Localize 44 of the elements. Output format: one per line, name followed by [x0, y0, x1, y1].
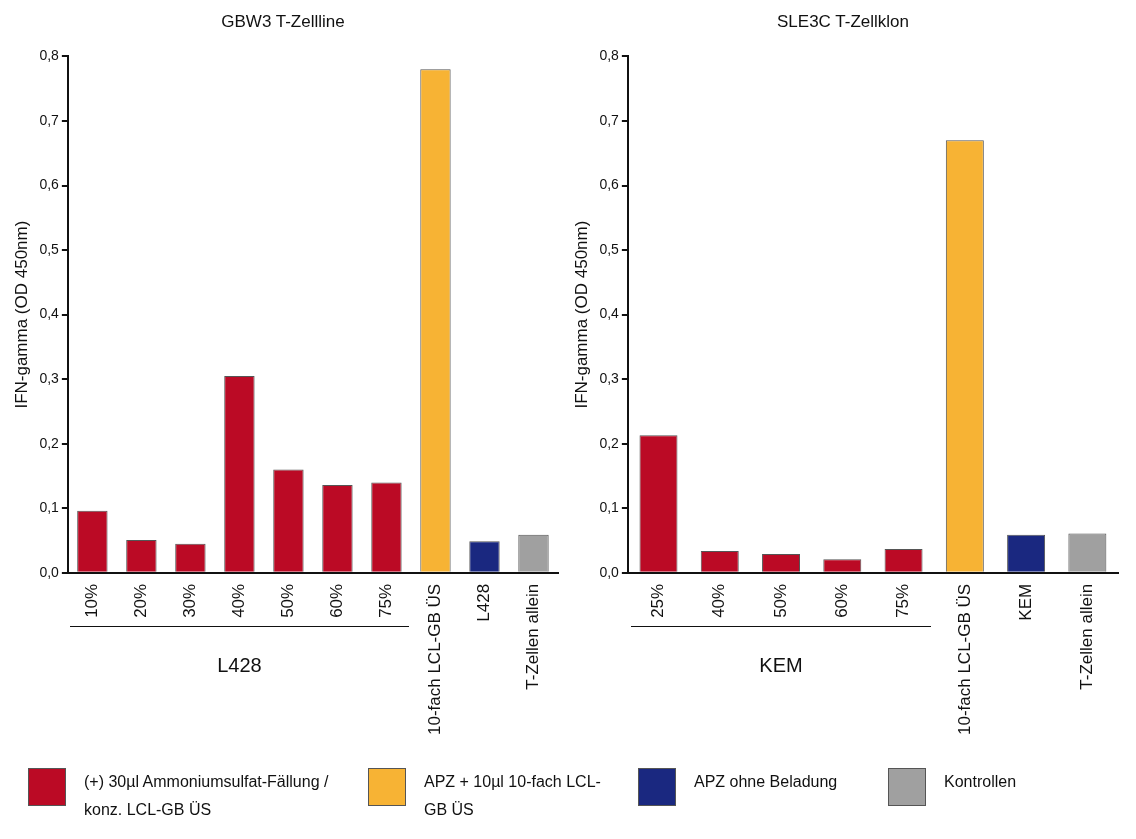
y-tick-label: 0,8: [39, 47, 60, 64]
y-tick-label: 0,6: [39, 176, 60, 193]
y-tick-label: 0,8: [599, 47, 620, 64]
y-tick-label: 0,7: [39, 111, 60, 128]
x-tick-label: 75%: [893, 583, 913, 618]
y-tick-label: 0,0: [599, 563, 620, 580]
x-tick-label: 30%: [180, 583, 200, 618]
y-tick-label: 0,4: [39, 305, 60, 322]
y-tick-label: 0,2: [599, 434, 620, 451]
x-tick-label: 25%: [648, 583, 668, 618]
x-tick-label: 60%: [831, 583, 851, 618]
y-tick-label: 0,7: [599, 111, 620, 128]
x-tick-label: 40%: [229, 583, 249, 618]
x-tick-label: L428: [474, 583, 494, 622]
y-tick-label: 0,3: [39, 370, 60, 387]
x-tick-label: T-Zellen allein: [523, 583, 543, 690]
x-tick-label: KEM: [1015, 583, 1035, 621]
y-axis-title: IFN-gamma (OD 450nm): [11, 220, 31, 409]
y-tick-label: 0,1: [599, 499, 620, 516]
y-tick-label: 0,0: [39, 563, 60, 580]
x-tick-label: 60%: [327, 583, 347, 618]
x-tick-label: 40%: [709, 583, 729, 618]
legend-label: Kontrollen: [944, 772, 1017, 792]
chart-title: SLE3C T-Zellklon: [777, 11, 909, 31]
legend-label: APZ ohne Beladung: [694, 772, 838, 792]
y-tick-label: 0,5: [599, 240, 620, 257]
y-tick-label: 0,5: [39, 240, 60, 257]
chart-title: GBW3 T-Zellline: [221, 11, 345, 31]
y-axis-title: IFN-gamma (OD 450nm): [571, 220, 591, 409]
x-tick-label: 20%: [131, 583, 151, 618]
x-tick-label: T-Zellen allein: [1077, 583, 1097, 690]
y-tick-label: 0,6: [599, 176, 620, 193]
x-tick-label: 10-fach LCL-GB ÜS: [954, 583, 974, 736]
legend-label: (+) 30µl Ammoniumsulfat-Fällung / konz. LCL-GB ÜS: [84, 772, 330, 820]
y-tick-label: 0,1: [39, 499, 60, 516]
x-tick-label: 50%: [278, 583, 298, 618]
y-tick-label: 0,3: [599, 370, 620, 387]
y-tick-label: 0,4: [599, 305, 620, 322]
x-tick-label: 50%: [770, 583, 790, 618]
legend-label: APZ + 10µl 10-fach LCL-GB ÜS: [424, 772, 602, 820]
y-tick-label: 0,2: [39, 434, 60, 451]
x-tick-label: 75%: [376, 583, 396, 618]
x-tick-label: 10%: [82, 583, 102, 618]
x-tick-label: 10-fach LCL-GB ÜS: [425, 583, 445, 736]
